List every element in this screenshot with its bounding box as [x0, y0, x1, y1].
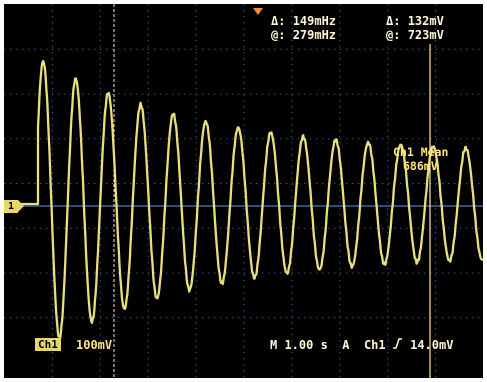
trigger-mode: A: [342, 338, 350, 352]
ch1-waveform: [4, 60, 483, 339]
freq-at-label: @:: [271, 28, 286, 42]
freq-at-readout: @: 279mHz: [271, 28, 336, 42]
freq-at-value: 279mHz: [292, 28, 337, 42]
volt-delta-readout: Δ: 132mV: [386, 14, 444, 28]
mean-title: Ch1 Mean: [393, 145, 449, 159]
volt-at-value: 723mV: [407, 28, 444, 42]
volt-delta-value: 132mV: [407, 14, 444, 28]
trigger-level: 14.0mV: [410, 338, 454, 352]
volt-delta-label: Δ:: [386, 14, 401, 28]
volt-at-readout: @: 723mV: [386, 28, 444, 42]
channel-badge[interactable]: Ch1: [35, 338, 61, 351]
channel-ground-marker[interactable]: 1: [4, 200, 24, 213]
volt-at-label: @:: [386, 28, 401, 42]
trigger-position-marker[interactable]: [253, 8, 263, 15]
freq-delta-readout: Δ: 149mHz: [271, 14, 336, 28]
mean-value: 686mV: [403, 159, 438, 173]
freq-delta-value: 149mHz: [292, 14, 337, 28]
waveform-trace: [4, 60, 483, 339]
channel-scale: 100mV: [76, 338, 113, 352]
trigger-source: Ch1: [363, 338, 386, 352]
freq-delta-label: Δ:: [271, 14, 286, 28]
oscilloscope-screen: Δ: 149mHz @: 279mHz Δ: 132mV @: 723mV Ch…: [4, 4, 483, 378]
status-bar: M 1.00 s A Ch1 14.0mV: [270, 338, 453, 352]
timebase: M 1.00 s: [270, 338, 328, 352]
rising-edge-icon: [393, 338, 403, 352]
cursors: [113, 4, 431, 378]
